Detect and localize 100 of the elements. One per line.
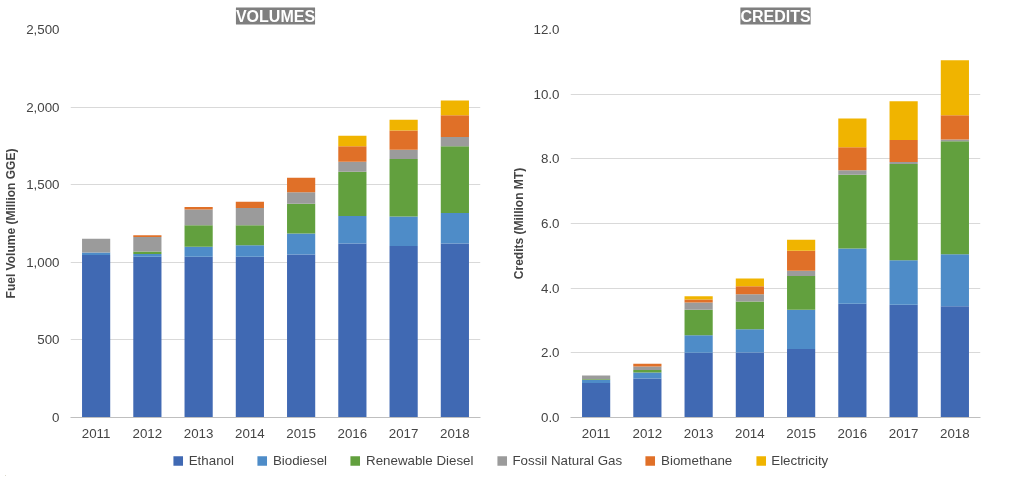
bar [440,243,469,418]
bar [633,378,662,418]
bar [735,294,764,302]
x-tick-label: 2014 [735,425,766,441]
legend-label: Biomethane [661,452,733,468]
bar [133,237,162,252]
bar [735,329,764,353]
bar [684,309,713,336]
y-tick-label: 8.0 [540,151,560,167]
bar [940,306,969,418]
y-tick-label: 0 [52,410,60,425]
bar [389,246,418,418]
bar [389,149,418,160]
x-tick-label: 2013 [183,425,214,441]
bar [235,225,264,246]
bar [440,100,469,116]
bar [338,243,367,418]
bar [684,335,713,353]
x-tick-label: 2017 [388,425,419,441]
x-tick-label: 2016 [837,425,868,441]
bar [889,101,918,141]
y-tick-label: 0.0 [540,410,560,425]
legend-label: Fossil Natural Gas [512,452,623,468]
legend-label: Biodiesel [272,452,328,468]
bar [787,275,816,310]
bar [389,130,418,150]
bar [338,146,367,162]
bar [787,250,816,271]
bar [838,303,867,418]
bar [338,171,367,216]
bar [184,225,213,247]
bar [787,239,816,251]
chart-title: CREDITS [740,7,811,25]
bar [235,207,264,226]
y-tick-label: 6.0 [540,216,560,231]
bar [735,301,764,330]
y-tick-label: 4.0 [540,280,560,296]
legend-label: Renewable Diesel [366,452,474,468]
bar [940,60,969,116]
bar [735,352,764,418]
bar [184,209,213,226]
bar [838,174,867,249]
bar [235,256,264,418]
bar [82,255,111,418]
y-tick-label: 2,500 [26,22,60,37]
bar [889,164,918,261]
x-tick-label: 2013 [683,425,714,441]
bar [889,260,918,305]
y-axis-title: Credits (Million MT) [511,167,526,280]
bar [440,212,469,244]
x-tick-label: 2014 [235,425,266,441]
chart-title: VOLUMES [235,7,316,25]
x-tick-label: 2012 [132,425,163,441]
bar [235,245,264,257]
x-tick-label: 2016 [337,425,368,441]
bar [133,256,162,418]
bar [787,348,816,418]
legend-label: Electricity [771,452,829,468]
bar [235,201,264,208]
bar [184,256,213,418]
bar [184,246,213,257]
bar [338,161,367,172]
bar [838,248,867,304]
y-tick-label: 10.0 [533,86,560,102]
y-tick-label: 12.0 [533,22,560,37]
bar [889,140,918,163]
bar [838,118,867,148]
bar [287,233,316,255]
bar [389,159,418,217]
bar [582,382,611,418]
y-axis-title: Fuel Volume (Million GGE) [4,148,19,299]
bar [735,278,764,287]
bar [889,304,918,418]
bar [940,141,969,255]
x-tick-label: 2018 [940,425,970,441]
bar [287,192,316,204]
x-tick-label: 2017 [888,425,919,441]
bar [389,216,418,246]
y-tick-label: 500 [37,332,60,348]
bar [287,177,316,193]
x-tick-label: 2011 [581,425,611,441]
bar [838,170,867,175]
y-tick-label: 2.0 [540,345,560,361]
y-tick-label: 1,500 [26,177,60,193]
bar [787,270,816,276]
bar [684,352,713,418]
x-tick-label: 2015 [786,425,816,441]
x-tick-label: 2018 [440,425,470,441]
x-tick-label: 2015 [286,425,316,441]
bar [440,136,469,147]
bar [389,119,418,131]
bar [582,375,611,380]
bar [940,115,969,140]
bar [940,254,969,307]
x-tick-label: 2012 [632,425,663,441]
bar [82,238,111,253]
bar [287,254,316,418]
bar [838,147,867,171]
bar [440,115,469,137]
x-tick-label: 2011 [81,425,111,441]
